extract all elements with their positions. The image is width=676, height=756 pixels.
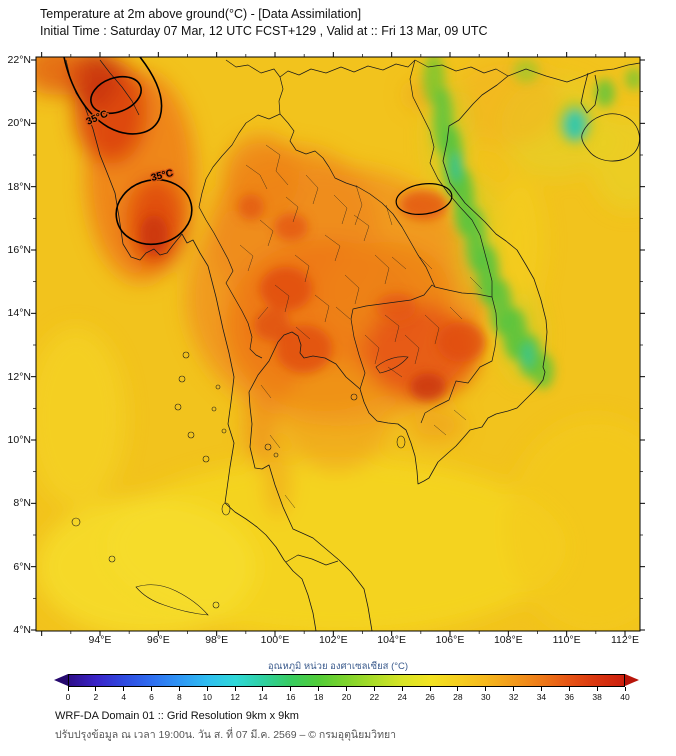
y-tick-label: 6°N [13,560,31,573]
colorbar-tick-marks [0,687,676,691]
colorbar-tick-mark [624,687,626,691]
colorbar-tick-mark [67,687,69,691]
colorbar-tick-mark [123,687,125,691]
x-tick-label: 102°E [318,634,348,646]
colorbar-tick-label: 12 [230,692,240,702]
colorbar-title: อุณหภูมิ หน่วย องศาเซลเซียส (°C) [267,661,409,672]
colorbar-tick-label: 24 [397,692,407,702]
colorbar-gradient [68,674,625,687]
colorbar-tick-label: 32 [508,692,519,702]
colorbar-overflow-arrow [625,674,639,686]
colorbar-tick-mark [178,687,180,691]
colorbar-tick-mark [346,687,347,691]
x-tick-label: 96°E [146,634,170,646]
y-tick-label: 8°N [13,497,31,510]
colorbar-tick-mark [596,687,598,691]
colorbar-tick-label: 10 [202,692,212,702]
x-axis-labels: 94°E 96°E 98°E 100°E 102°E 104°E 106°E 108°E 110… [0,634,676,648]
y-tick-label: 12°N [7,370,31,383]
temperature-map: 35°C 35°C [36,57,640,631]
colorbar-tick-mark [485,687,487,691]
y-tick-label: 18°N [7,180,31,193]
x-tick-label: 98°E [205,634,229,646]
x-tick-label: 94°E [88,634,112,646]
page-subtitle: Initial Time : Saturday 07 Mar, 12 UTC F… [40,24,488,38]
colorbar-tick-mark [513,687,515,691]
colorbar-tick-label: 28 [453,692,463,702]
colorbar-tick-label: 4 [121,692,127,702]
x-tick-label: 104°E [377,634,407,646]
colorbar-tick-label: 20 [341,692,352,702]
colorbar-tick-mark [262,687,264,691]
colorbar-tick-label: 30 [481,692,491,702]
colorbar-tick-mark [234,687,236,691]
colorbar-tick-label: 38 [592,692,602,702]
colorbar-tick-mark [95,687,97,691]
colorbar-tick-label: 2 [93,692,99,702]
colorbar-tick-label: 34 [536,692,547,702]
colorbar-tick-label: 40 [620,692,630,702]
colorbar-underflow-arrow [54,674,68,686]
colorbar-tick-mark [206,687,208,691]
x-tick-label: 106°E [435,634,465,646]
colorbar-tick-labels: 0 2 4 6 8 10 12 14 16 18 20 22 24 26 28 30 32 34 36 38 40 [0,692,676,704]
colorbar-tick-label: 26 [425,692,435,702]
colorbar-tick-mark [401,687,403,691]
colorbar-tick-label: 14 [258,692,268,702]
colorbar-tick-label: 6 [149,692,154,702]
y-tick-label: 10°N [7,433,31,446]
y-tick-label: 20°N [7,117,31,130]
colorbar-tick-label: 36 [564,692,575,702]
colorbar-tick-mark [151,687,153,691]
colorbar-tick-mark [373,687,375,691]
y-tick-label: 22°N [7,54,31,66]
colorbar-tick-mark [318,687,320,691]
colorbar-tick-mark [429,687,431,691]
colorbar-tick-mark [290,687,292,691]
colorbar-tick-label: 22 [369,692,380,702]
y-tick-label: 14°N [7,307,31,320]
x-tick-label: 100°E [260,634,290,646]
colorbar-tick-mark [540,687,542,691]
colorbar-tick-mark [457,687,459,691]
colorbar-tick-label: 8 [177,692,182,702]
footer-domain-info: WRF-DA Domain 01 :: Grid Resolution 9km … [55,710,299,722]
footer-update-info: ปรับปรุงข้อมูล ณ เวลา 19:00น. วัน ส. ที่… [55,729,397,741]
colorbar-tick-mark [568,687,570,691]
colorbar-tick-label: 18 [313,692,324,702]
x-tick-label: 108°E [493,634,523,646]
page-title: Temperature at 2m above ground(°C) - [Da… [40,7,362,21]
colorbar-tick-label: 16 [286,692,296,702]
x-tick-label: 112°E [611,634,639,646]
y-tick-label: 16°N [7,243,31,256]
x-tick-label: 110°E [552,634,581,646]
y-tick-label: 4°N [13,623,31,636]
colorbar-tick-label: 0 [65,692,71,702]
